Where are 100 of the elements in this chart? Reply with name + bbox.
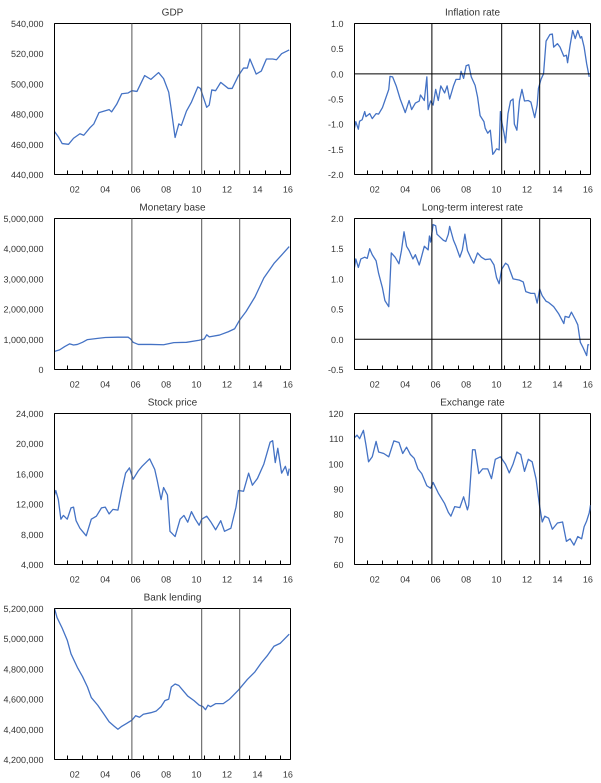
y-tick-label: 540,000 bbox=[10, 19, 44, 29]
y-tick-label: 4,600,000 bbox=[3, 694, 44, 705]
x-tick-label: 16 bbox=[582, 574, 593, 584]
chart-title: Inflation rate bbox=[444, 8, 500, 18]
x-tick-label: 16 bbox=[582, 184, 593, 194]
x-tick-label: 02 bbox=[70, 770, 80, 780]
x-tick-label: 08 bbox=[161, 380, 172, 390]
x-tick-label: 16 bbox=[282, 574, 293, 584]
y-tick-label: 110 bbox=[329, 434, 344, 444]
chart-title: GDP bbox=[162, 8, 184, 18]
x-tick-label: 14 bbox=[552, 380, 562, 390]
x-tick-label: 14 bbox=[552, 574, 562, 584]
y-tick-label: 520,000 bbox=[10, 49, 44, 60]
y-tick-label: 2,000,000 bbox=[3, 304, 44, 315]
x-tick-label: 06 bbox=[430, 380, 441, 390]
y-tick-label: 12,000 bbox=[16, 500, 44, 510]
y-tick-label: 4,000,000 bbox=[3, 244, 44, 254]
y-tick-label: -1.0 bbox=[328, 120, 344, 130]
y-tick-label: 460,000 bbox=[10, 140, 44, 150]
x-tick-label: 04 bbox=[400, 574, 410, 584]
x-tick-label: 10 bbox=[492, 574, 502, 584]
y-tick-label: 0 bbox=[38, 365, 44, 375]
chart-title: Exchange rate bbox=[440, 398, 506, 408]
y-tick-label: 80 bbox=[333, 510, 344, 520]
x-tick-label: 10 bbox=[492, 184, 502, 194]
y-tick-label: 440,000 bbox=[10, 170, 44, 180]
y-tick-label: 5,000,000 bbox=[3, 634, 44, 644]
y-tick-label: -2.0 bbox=[328, 170, 344, 180]
x-tick-label: 04 bbox=[400, 380, 410, 390]
y-tick-label: 16,000 bbox=[16, 469, 44, 480]
x-tick-label: 02 bbox=[70, 184, 80, 194]
x-tick-label: 14 bbox=[252, 574, 262, 584]
x-tick-label: 14 bbox=[252, 380, 262, 390]
x-tick-label: 02 bbox=[70, 380, 80, 390]
x-tick-label: 10 bbox=[192, 574, 202, 584]
x-tick-label: 08 bbox=[461, 574, 472, 584]
x-tick-label: 14 bbox=[552, 184, 562, 194]
x-tick-label: 06 bbox=[130, 184, 141, 194]
y-tick-label: 0.0 bbox=[330, 69, 344, 80]
x-tick-label: 08 bbox=[161, 770, 172, 780]
y-tick-label: 4,400,000 bbox=[3, 724, 44, 735]
x-tick-label: 04 bbox=[100, 380, 110, 390]
y-tick-label: 20,000 bbox=[16, 439, 44, 450]
x-tick-label: 10 bbox=[192, 770, 202, 780]
y-tick-label: 4,800,000 bbox=[3, 664, 44, 674]
x-tick-label: 16 bbox=[282, 770, 293, 780]
x-tick-label: 12 bbox=[222, 574, 232, 584]
x-tick-label: 08 bbox=[161, 184, 172, 194]
x-tick-label: 12 bbox=[522, 380, 532, 390]
x-tick-label: 12 bbox=[522, 184, 532, 194]
y-tick-label: 8,000 bbox=[20, 530, 44, 540]
x-tick-label: 06 bbox=[130, 574, 141, 584]
x-tick-label: 12 bbox=[522, 574, 532, 584]
x-tick-label: 16 bbox=[582, 380, 593, 390]
x-tick-label: 02 bbox=[370, 184, 380, 194]
x-tick-label: 08 bbox=[461, 184, 472, 194]
x-tick-label: 02 bbox=[370, 574, 380, 584]
x-tick-label: 16 bbox=[282, 184, 293, 194]
x-tick-label: 06 bbox=[130, 770, 141, 780]
chart-title: Long-term interest rate bbox=[422, 202, 524, 214]
x-tick-label: 04 bbox=[100, 184, 110, 194]
y-tick-label: 100 bbox=[328, 459, 344, 470]
x-tick-label: 08 bbox=[161, 574, 172, 584]
x-tick-label: 06 bbox=[430, 184, 441, 194]
x-tick-label: 14 bbox=[252, 184, 262, 194]
y-tick-label: -1.5 bbox=[328, 144, 344, 155]
x-tick-label: 04 bbox=[100, 770, 110, 780]
x-tick-label: 08 bbox=[461, 380, 472, 390]
x-tick-label: 02 bbox=[70, 574, 80, 584]
y-tick-label: 1.0 bbox=[330, 19, 344, 29]
x-tick-label: 10 bbox=[492, 380, 502, 390]
y-tick-label: 0.0 bbox=[330, 334, 344, 345]
y-tick-label: 4,000 bbox=[20, 560, 44, 570]
y-tick-label: 5,200,000 bbox=[3, 604, 44, 614]
y-tick-label: 2.0 bbox=[330, 214, 344, 224]
chart-title: Bank lending bbox=[144, 592, 202, 604]
y-tick-label: 1.0 bbox=[330, 274, 344, 284]
y-tick-label: 1.5 bbox=[330, 244, 344, 254]
y-tick-label: 120 bbox=[328, 409, 344, 419]
y-tick-label: 24,000 bbox=[16, 409, 44, 419]
x-tick-label: 02 bbox=[370, 380, 380, 390]
y-tick-label: -0.5 bbox=[328, 94, 344, 104]
x-tick-label: 04 bbox=[100, 574, 110, 584]
y-tick-label: 4,200,000 bbox=[3, 755, 44, 765]
x-tick-label: 12 bbox=[222, 184, 232, 194]
chart-title: Stock price bbox=[148, 398, 198, 408]
y-tick-label: 90 bbox=[333, 484, 344, 494]
x-tick-label: 06 bbox=[430, 574, 441, 584]
y-tick-label: 60 bbox=[333, 560, 344, 570]
x-tick-label: 04 bbox=[400, 184, 410, 194]
y-tick-label: 0.5 bbox=[330, 44, 344, 54]
y-tick-label: 500,000 bbox=[10, 79, 44, 90]
x-tick-label: 10 bbox=[192, 380, 202, 390]
y-tick-label: 70 bbox=[333, 534, 344, 545]
x-tick-label: 12 bbox=[222, 380, 232, 390]
x-tick-label: 12 bbox=[222, 770, 232, 780]
y-tick-label: 0.5 bbox=[330, 304, 344, 315]
x-tick-label: 14 bbox=[252, 770, 262, 780]
y-tick-label: 480,000 bbox=[10, 110, 44, 120]
y-tick-label: 5,000,000 bbox=[3, 214, 44, 224]
